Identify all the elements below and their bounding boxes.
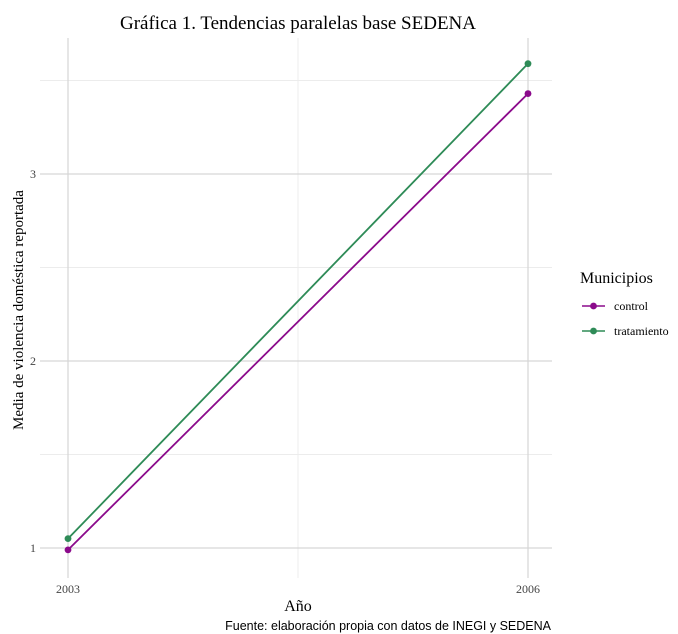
legend-label-tratamiento: tratamiento bbox=[614, 324, 669, 338]
legend-dot-tratamiento bbox=[590, 327, 597, 335]
data-point-tratamiento bbox=[64, 535, 72, 543]
x-tick-label: 2006 bbox=[516, 582, 540, 596]
data-point-control bbox=[524, 90, 532, 97]
grid bbox=[40, 38, 552, 578]
legend-title: Municipios bbox=[580, 270, 653, 287]
y-tick-labels: 1 2 3 bbox=[30, 167, 36, 555]
data-point-control bbox=[64, 546, 72, 554]
y-tick-label: 3 bbox=[30, 167, 36, 181]
chart-caption: Fuente: elaboración propia con datos de … bbox=[225, 619, 552, 633]
legend-item-tratamiento: tratamiento bbox=[582, 324, 669, 338]
x-tick-label: 2003 bbox=[56, 582, 80, 596]
legend: Municipios control tratamiento bbox=[580, 270, 669, 338]
series-line-tratamiento bbox=[67, 63, 529, 540]
data-point-tratamiento bbox=[524, 60, 532, 68]
y-tick-label: 1 bbox=[30, 541, 36, 555]
legend-dot-control bbox=[590, 302, 597, 310]
chart-title: Gráfica 1. Tendencias paralelas base SED… bbox=[120, 13, 476, 34]
series-line-control bbox=[67, 92, 529, 551]
x-axis-label: Año bbox=[284, 598, 312, 615]
series-points bbox=[64, 60, 532, 554]
y-tick-label: 2 bbox=[30, 354, 36, 368]
legend-label-control: control bbox=[614, 299, 649, 313]
series-lines bbox=[67, 63, 529, 551]
y-axis-label: Media de violencia doméstica reportada bbox=[11, 190, 27, 430]
legend-item-control: control bbox=[582, 299, 649, 313]
x-tick-labels: 2003 2006 bbox=[56, 582, 540, 596]
